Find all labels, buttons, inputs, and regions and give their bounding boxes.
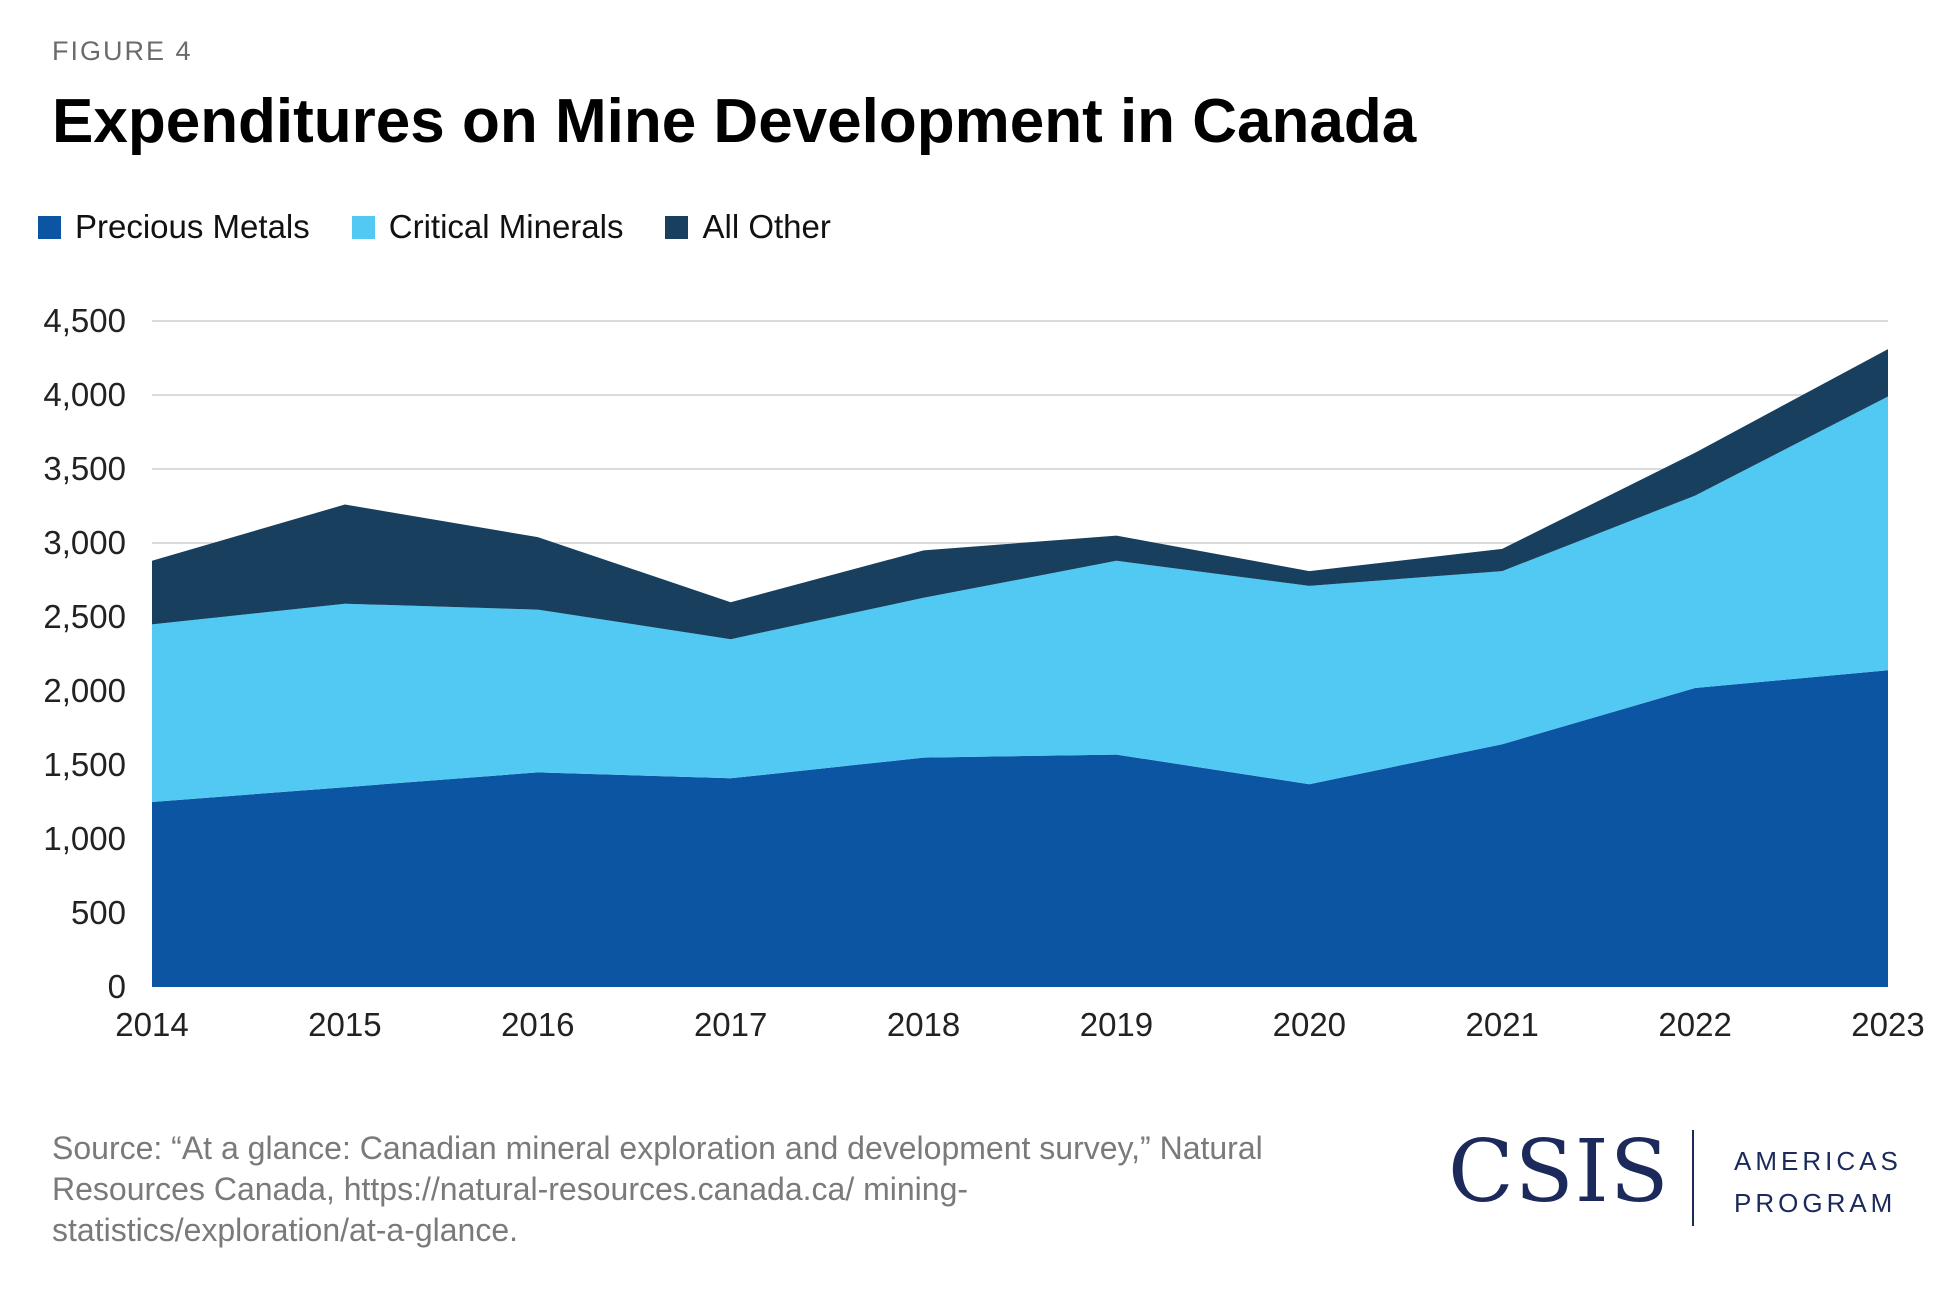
- x-tick-label: 2017: [694, 1006, 767, 1043]
- y-tick-label: 0: [108, 968, 126, 1005]
- legend-swatch-critical-minerals: [351, 215, 375, 239]
- chart-title: Expenditures on Mine Development in Cana…: [52, 87, 1417, 156]
- legend-swatch-precious-metals: [38, 215, 61, 239]
- x-tick-label: 2022: [1658, 1006, 1731, 1043]
- logo-program-text: AMERICAS PROGRAM: [1734, 1140, 1902, 1224]
- area-all-other: [152, 349, 1888, 640]
- logo-program-line-1: AMERICAS: [1734, 1146, 1902, 1176]
- y-tick-label: 3,000: [43, 524, 126, 561]
- source-note: Source: “At a glance: Canadian mineral e…: [52, 1130, 1263, 1248]
- y-axis-ticks: 0 500 1,000 1,500 2,000 2,500 3,000 3,500 4,000 4…: [43, 302, 126, 1005]
- legend-item-critical-minerals: Critical Minerals: [351, 208, 624, 246]
- y-tick-label: 4,500: [43, 302, 126, 339]
- legend-label-precious-metals: Precious Metals: [75, 208, 310, 245]
- x-tick-label: 2018: [887, 1006, 960, 1043]
- x-axis-ticks: 2014 2015 2016 2017 2018 2019 2020 2021 2022 2023: [115, 1006, 1924, 1043]
- legend-item-precious-metals: Precious Metals: [38, 208, 310, 246]
- x-tick-label: 2014: [115, 1006, 188, 1043]
- legend-swatch-all-other: [665, 215, 689, 239]
- x-tick-label: 2016: [501, 1006, 574, 1043]
- x-tick-label: 2015: [308, 1006, 381, 1043]
- logo-wordmark: CSIS: [1448, 1122, 1670, 1222]
- legend-label-critical-minerals: Critical Minerals: [388, 208, 624, 245]
- y-tick-label: 4,000: [43, 376, 126, 413]
- area-critical-minerals: [152, 396, 1888, 802]
- logo-divider: [1692, 1130, 1694, 1226]
- x-tick-label: 2019: [1080, 1006, 1153, 1043]
- y-tick-label: 3,500: [43, 450, 126, 487]
- figure-label: FIGURE 4: [52, 36, 193, 66]
- legend-label-all-other: All Other: [702, 208, 831, 245]
- x-tick-label: 2023: [1851, 1006, 1924, 1043]
- logo-program-line-2: PROGRAM: [1734, 1188, 1897, 1218]
- y-tick-label: 2,000: [43, 672, 126, 709]
- y-tick-label: 1,500: [43, 746, 126, 783]
- legend: Precious Metals Critical Minerals All Ot…: [38, 208, 873, 246]
- x-tick-label: 2021: [1466, 1006, 1539, 1043]
- y-tick-label: 2,500: [43, 598, 126, 635]
- area-precious-metals: [152, 670, 1888, 987]
- stacked-areas: [152, 349, 1888, 987]
- y-tick-label: 1,000: [43, 820, 126, 857]
- x-tick-label: 2020: [1273, 1006, 1346, 1043]
- legend-item-all-other: All Other: [665, 208, 831, 246]
- area-chart: 0 500 1,000 1,500 2,000 2,500 3,000 3,500 4,000 4…: [43, 302, 1924, 1043]
- y-tick-label: 500: [71, 894, 126, 931]
